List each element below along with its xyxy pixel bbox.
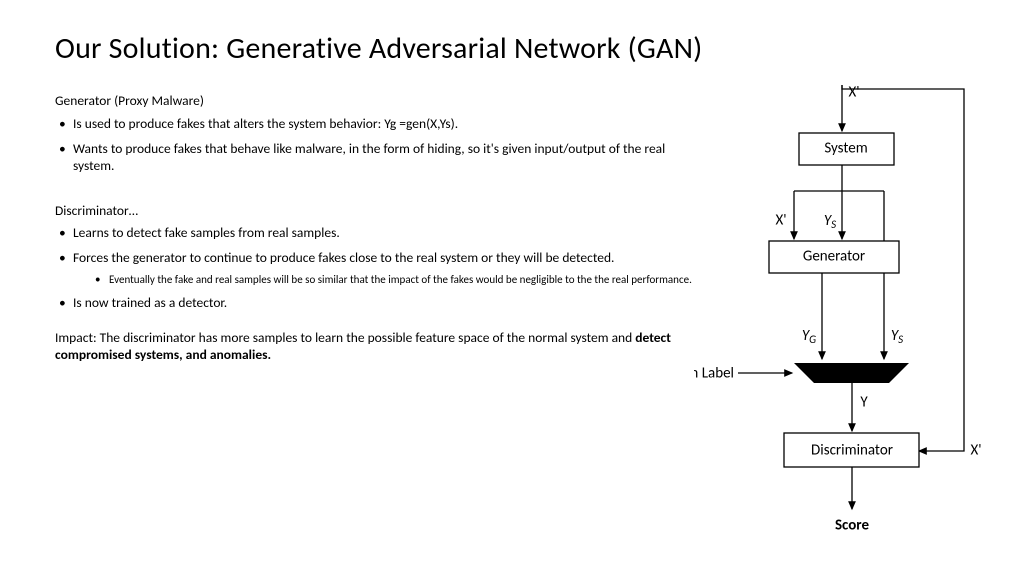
impact-prefix: Impact: The discriminator has more sampl… <box>55 329 635 346</box>
bullet: Is used to produce fakes that alters the… <box>55 116 695 133</box>
gan-diagram: X' System X' X' YS <box>694 81 994 551</box>
label-ys-left: YS <box>824 212 836 231</box>
generator-bullets: Is used to produce fakes that alters the… <box>55 116 695 175</box>
label-y: Y <box>860 394 868 412</box>
impact-paragraph: Impact: The discriminator has more sampl… <box>55 330 695 364</box>
label-x-prime-left: X' <box>775 212 786 230</box>
system-label: System <box>824 140 867 158</box>
label-x-prime-top: X' <box>848 84 859 102</box>
bullet: Wants to produce fakes that behave like … <box>55 141 695 175</box>
label-x-prime-right: X' <box>970 442 981 460</box>
diagram-column: X' System X' X' YS <box>705 91 984 556</box>
content-row: Generator (Proxy Malware) Is used to pro… <box>55 91 984 556</box>
generator-heading: Generator (Proxy Malware) <box>55 93 695 110</box>
slide: Our Solution: Generative Adversarial Net… <box>0 0 1024 576</box>
label-ys-right: YS <box>891 327 903 346</box>
label-yg: YG <box>802 327 816 346</box>
discriminator-label: Discriminator <box>811 442 893 460</box>
generator-label: Generator <box>803 248 865 266</box>
truth-label: Truth Label <box>694 365 734 383</box>
bullet-text: Forces the generator to continue to prod… <box>73 249 614 266</box>
discriminator-bullets: Learns to detect fake samples from real … <box>55 225 695 311</box>
discriminator-heading: Discriminator… <box>55 203 695 220</box>
bullet: Forces the generator to continue to prod… <box>55 250 695 287</box>
bullet: Learns to detect fake samples from real … <box>55 225 695 242</box>
sub-bullets: Eventually the fake and real samples wil… <box>73 273 695 287</box>
text-column: Generator (Proxy Malware) Is used to pro… <box>55 91 695 556</box>
slide-title: Our Solution: Generative Adversarial Net… <box>55 30 984 67</box>
score-label: Score <box>835 517 870 535</box>
mux-trapezoid <box>794 363 909 383</box>
bullet: Is now trained as a detector. <box>55 295 695 312</box>
sub-bullet: Eventually the fake and real samples wil… <box>95 273 695 287</box>
